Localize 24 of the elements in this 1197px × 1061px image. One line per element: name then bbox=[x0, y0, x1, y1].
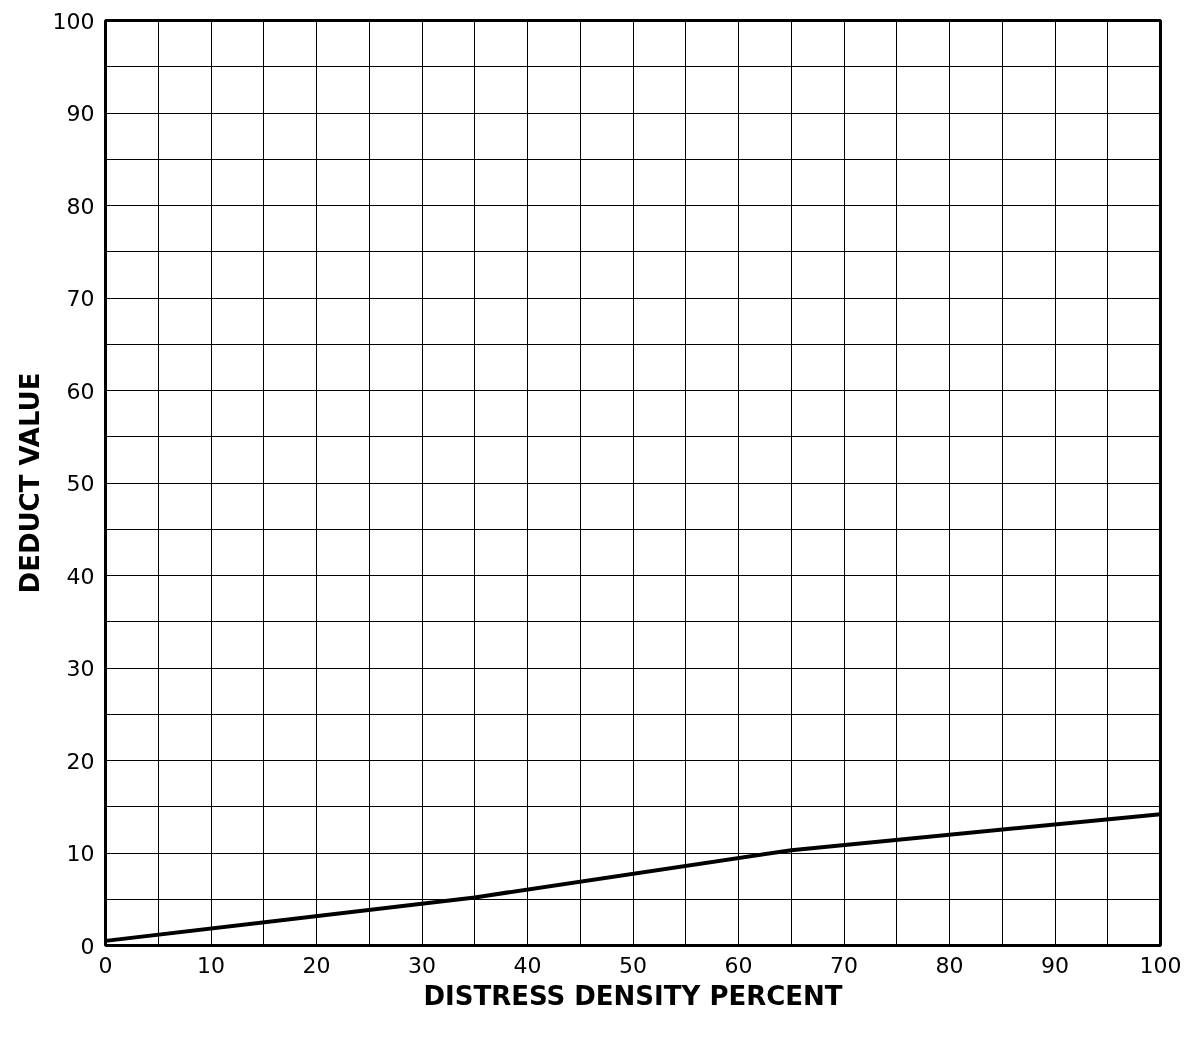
y-axis-title: DEDUCT VALUE bbox=[14, 372, 45, 594]
y-tick-label: 80 bbox=[66, 193, 95, 219]
x-tick-label: 80 bbox=[935, 952, 964, 978]
x-tick-label: 70 bbox=[830, 952, 858, 978]
y-tick-label: 10 bbox=[66, 841, 95, 866]
y-tick-label: 30 bbox=[66, 656, 95, 681]
y-tick-label: 20 bbox=[66, 748, 95, 774]
y-tick-label: 70 bbox=[66, 286, 95, 311]
x-axis-title: DISTRESS DENSITY PERCENT bbox=[423, 980, 843, 1011]
x-tick-label: 60 bbox=[724, 952, 753, 978]
x-tick-label: 50 bbox=[619, 952, 647, 978]
x-tick-label: 30 bbox=[408, 952, 436, 978]
x-tick-label: 40 bbox=[513, 952, 542, 978]
y-tick-label: 90 bbox=[66, 101, 95, 126]
y-tick-label: 60 bbox=[66, 378, 95, 404]
x-tick-label: 90 bbox=[1041, 952, 1069, 978]
y-tick-label: 40 bbox=[66, 563, 95, 589]
y-tick-label: 0 bbox=[80, 933, 95, 959]
x-tick-label: 100 bbox=[1139, 952, 1182, 978]
y-tick-label: 50 bbox=[66, 471, 95, 496]
y-tick-label: 100 bbox=[52, 8, 95, 34]
x-tick-label: 20 bbox=[302, 952, 331, 978]
x-tick-label: 0 bbox=[98, 952, 113, 978]
x-tick-label: 10 bbox=[197, 952, 225, 978]
